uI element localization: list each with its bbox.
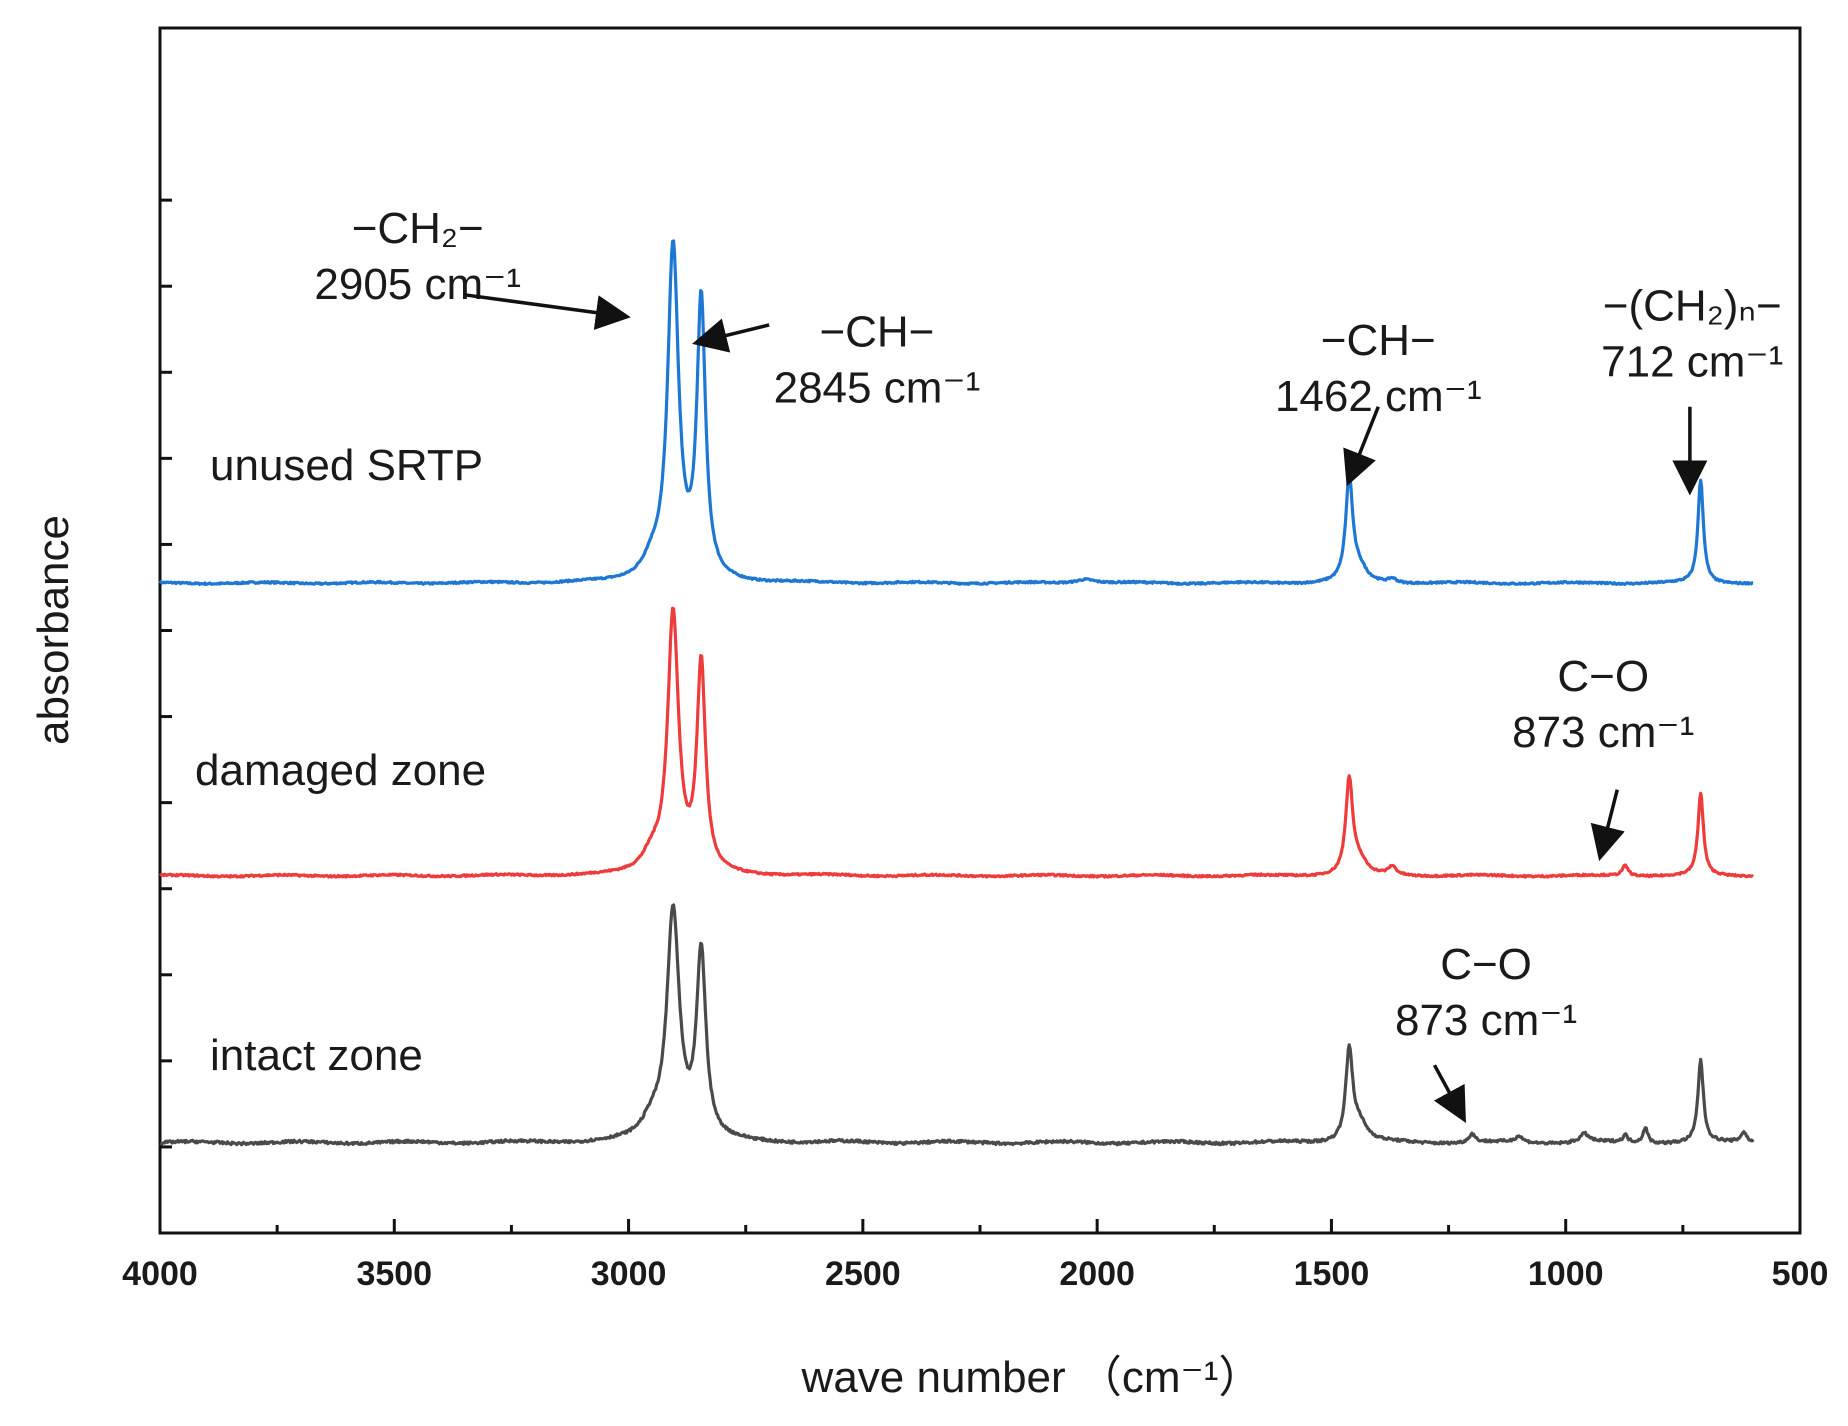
x-axis-tick-labels: 4000 3500 3000 2500 2000 1500 1000 500	[122, 1255, 1828, 1293]
annotation-text: 873 cm⁻¹	[1512, 708, 1694, 757]
series-labels: unused SRTP damaged zone intact zone	[195, 441, 486, 1080]
x-axis-title: wave number （cm⁻¹）	[801, 1353, 1263, 1402]
peak-annotation: −CH₂− 2905 cm⁻¹	[314, 204, 631, 330]
peak-annotation: −CH− 1462 cm⁻¹	[1275, 316, 1482, 487]
peak-annotation: C−O 873 cm⁻¹	[1395, 940, 1577, 1123]
x-tick-label: 3500	[356, 1255, 432, 1293]
x-tick-label: 3000	[591, 1255, 667, 1293]
series-label: intact zone	[210, 1031, 423, 1080]
x-tick-label: 1500	[1294, 1255, 1370, 1293]
x-axis-ticks	[158, 1219, 1802, 1233]
x-tick-label: 4000	[122, 1255, 198, 1293]
annotation-text: 712 cm⁻¹	[1601, 338, 1783, 387]
annotation-text: −CH−	[1321, 316, 1436, 365]
annotation-text: −(CH₂)ₙ−	[1603, 282, 1782, 331]
series-line-unused-srtp	[158, 239, 1754, 587]
annotation-text: 1462 cm⁻¹	[1275, 372, 1482, 421]
annotation-text: −CH−	[819, 307, 934, 356]
annotation-arrow	[1343, 406, 1380, 487]
peak-annotation: −(CH₂)ₙ− 712 cm⁻¹	[1601, 282, 1783, 496]
series-line-damaged-zone	[158, 606, 1754, 879]
x-tick-label: 500	[1772, 1255, 1829, 1293]
annotations: −CH₂− 2905 cm⁻¹ −CH− 2845 cm⁻¹ −CH− 1462 cm⁻¹…	[314, 204, 1783, 1123]
series-label: unused SRTP	[210, 441, 483, 490]
x-tick-label: 2500	[825, 1255, 901, 1293]
y-axis-ticks	[160, 198, 172, 1149]
peak-annotation: −CH− 2845 cm⁻¹	[692, 307, 981, 412]
peak-annotation: C−O 873 cm⁻¹	[1512, 652, 1694, 862]
series-layer	[158, 239, 1755, 1147]
series-label: damaged zone	[195, 746, 486, 795]
x-tick-label: 1000	[1528, 1255, 1604, 1293]
annotation-text: 2905 cm⁻¹	[314, 260, 521, 309]
series-line-intact-zone	[159, 903, 1755, 1147]
annotation-arrow	[692, 318, 770, 353]
y-axis-title: absorbance	[29, 515, 78, 745]
x-tick-label: 2000	[1059, 1255, 1135, 1293]
annotation-text: 2845 cm⁻¹	[774, 363, 981, 412]
annotation-arrow	[1590, 789, 1625, 862]
annotation-text: C−O	[1557, 652, 1649, 701]
annotation-text: −CH₂−	[352, 204, 484, 253]
annotation-arrow	[1432, 1064, 1466, 1123]
annotation-text: 873 cm⁻¹	[1395, 996, 1577, 1045]
annotation-text: C−O	[1440, 940, 1532, 989]
annotation-arrow	[464, 293, 631, 330]
